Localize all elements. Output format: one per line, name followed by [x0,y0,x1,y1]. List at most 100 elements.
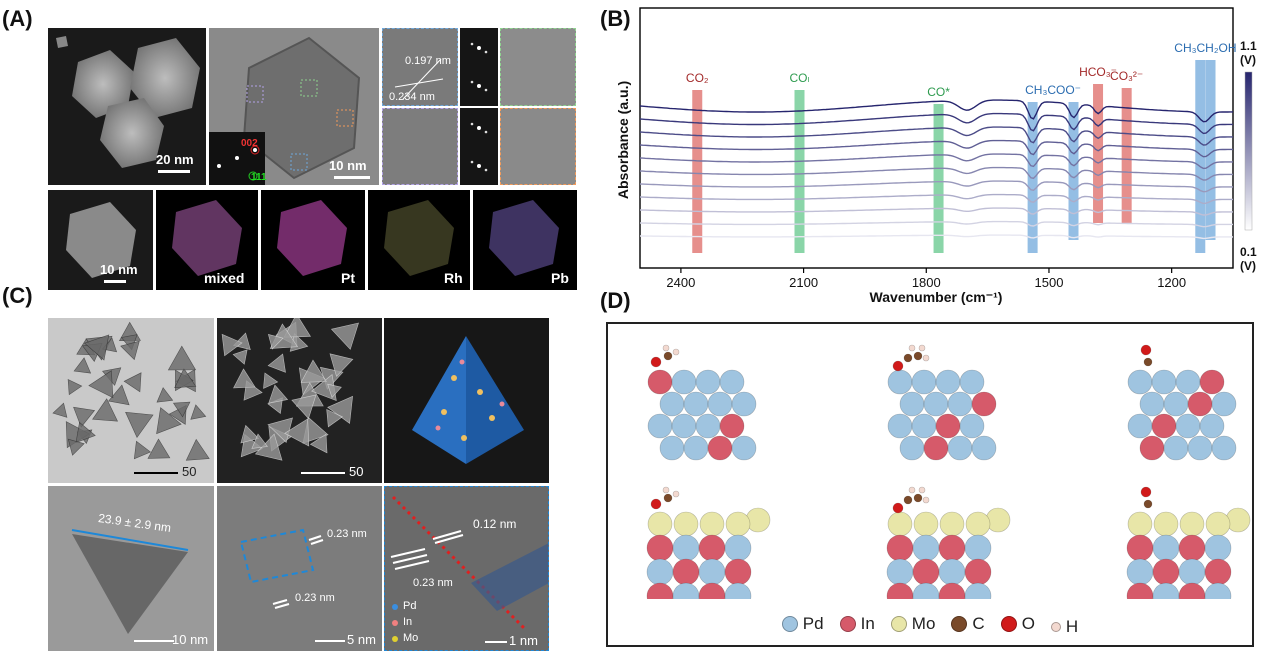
spectrum-line [639,126,1233,146]
lattice-label: 0.12 nm [473,517,517,531]
eds-map-pt: Pt [261,190,365,290]
hrtem-single-image: 0.23 nm 0.23 nm 5 nm [217,486,382,651]
tem-single-image: 23.9 ± 2.9 nm 10 nm [48,486,214,651]
band-marker [1195,60,1206,253]
panel-label-a: (A) [2,6,33,31]
band-marker [1205,60,1216,240]
band-marker [933,104,944,253]
model-pyramid-image [384,318,549,483]
band-label: HCO₃⁻ [1079,65,1117,79]
colorbar-bottom-unit: (V) [1240,259,1256,273]
scalebar-label: 10 nm [100,262,138,277]
atom-dot-icon [951,616,968,632]
colorbar-top-label: 1.1 [1240,39,1257,53]
single-tetrahedron [71,529,189,634]
map-label: mixed [204,270,245,286]
legend-item-o: O [1000,614,1035,634]
fft-inset-bottom [460,108,498,185]
dft-models-box: Pd In Mo C O H [606,322,1254,647]
spectrum-line [639,193,1233,205]
spectrum-line [639,220,1233,228]
nanoplate-hexagons-image [56,36,200,168]
spectrum-line [639,153,1233,170]
hrtem-lattice [239,528,324,609]
diffraction-spot-002: 002 [241,138,258,149]
band-marker [1121,88,1132,223]
hrtem-atomic-image: 0.12 nm 0.23 nm Pd In Mo 1 nm [384,486,549,651]
legend-in: In [403,616,413,628]
eds-map-pb: Pb [473,190,577,290]
legend-mo: Mo [403,632,419,644]
plot-frame [639,7,1234,269]
spectrum-line [639,139,1233,158]
tetrahedra-haadf-image [221,318,359,461]
tem-overview-image: 50 nm [48,318,214,483]
map-label: Pt [341,270,355,286]
lattice-detail-green [500,28,576,106]
scalebar-label: 50 nm [182,464,200,483]
haadf-overview-image: 50 nm [217,318,382,483]
atom-dot-icon [1050,622,1061,632]
scalebar-label: 10 nm [172,632,209,647]
haadf-image: 20 nm [48,28,206,185]
colorbar-bottom-label: 0.1 [1240,245,1257,259]
haadf-map-image: 10 nm [48,190,153,290]
spectrum-line [639,180,1233,193]
legend-item-in: In [839,614,875,634]
scalebar-label: 20 nm [156,152,194,167]
spectrum-line [640,234,1233,240]
atom-legend: Pd In Mo C O H [608,614,1252,637]
scalebar-label: 10 nm [329,158,367,173]
eds-map-rh: Rh [368,190,470,290]
atom-dot-icon [1000,616,1017,632]
band-marker [1068,102,1079,240]
legend-pd: Pd [403,600,417,612]
lattice-detail-orange [500,108,576,185]
lattice-spacing-1: 0.197 nm [405,55,451,67]
band-label: CO₃²⁻ [1110,69,1143,83]
eds-map-mixed: mixed [156,190,258,290]
band-label: CO* [927,85,950,99]
atomic-overlay [390,495,548,642]
lattice-detail-blue: 0.197 nm 0.234 nm [382,28,458,106]
band-label: COₗ [789,71,809,85]
diffraction-spot-111: 111 [251,172,267,183]
colorbar [1244,71,1253,231]
legend-item-h: H [1050,617,1078,637]
panel-label-b: (B) [600,6,631,31]
lattice-label: 0.23 nm [413,577,453,589]
band-label: CH₃COO⁻ [1025,83,1081,97]
ftir-chart: CO₂ COₗ CO* CH₃COO⁻ HCO₃⁻CO₃²⁻ CH₃CH₂OH 2400 2… [615,7,1257,305]
atom-dot-icon [781,616,798,632]
band-label: CH₃CH₂OH [1174,41,1236,55]
hrtem-image: 002 111 10 nm [209,28,379,185]
spectrum-line [639,166,1233,181]
band-label: CO₂ [686,71,709,85]
legend-item-c: C [951,614,985,634]
scalebar-label: 1 nm [509,633,538,648]
scalebar-label: 50 nm [349,464,367,483]
x-tick-label: 1800 [912,275,941,290]
lattice-detail-purple [382,108,458,185]
spectrum-line [639,112,1233,135]
panel-label-d: (D) [600,288,631,313]
band-marker [692,90,703,253]
slab-models [646,344,1251,610]
colorbar-top-unit: (V) [1240,53,1256,67]
map-label: Rh [444,270,463,286]
legend-item-mo: Mo [890,614,935,634]
x-tick-label: 1200 [1157,275,1186,290]
panel-label-c: (C) [2,283,33,308]
atom-dot-icon [890,616,907,632]
fft-inset-top [460,28,498,106]
x-tick-label: 2400 [666,275,695,290]
scalebar-label: 5 nm [347,632,376,647]
spectrum-line [639,207,1233,216]
tetrahedra-image [52,321,210,461]
band-marker [794,90,805,253]
lattice-label: 0.23 nm [327,528,367,540]
lattice-label: 0.23 nm [295,592,335,604]
atom-dot-icon [839,616,856,632]
y-axis-label: Absorbance (a.u.) [615,81,631,199]
x-tick-label: 2100 [789,275,818,290]
